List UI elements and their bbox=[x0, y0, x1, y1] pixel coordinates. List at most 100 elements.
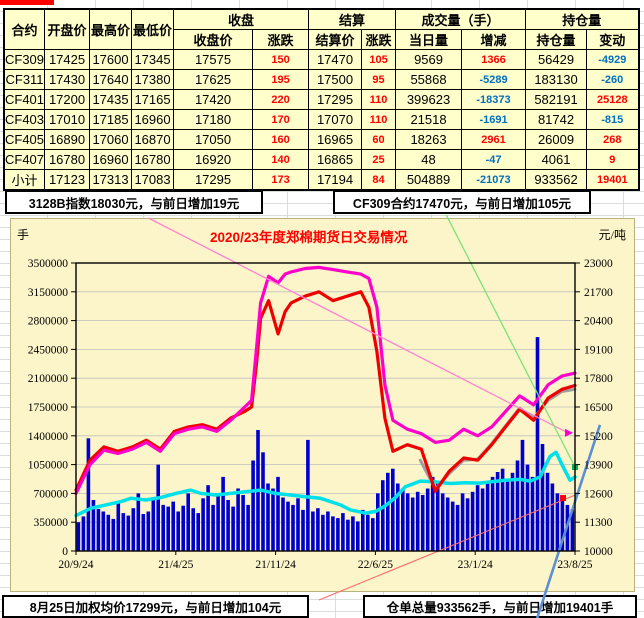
table-cell[interactable]: 17295 bbox=[308, 89, 363, 110]
table-cell[interactable]: 933562 bbox=[525, 169, 588, 191]
table-cell[interactable]: 16920 bbox=[173, 149, 254, 170]
table-cell[interactable]: 26009 bbox=[525, 129, 588, 150]
table-cell[interactable]: 17380 bbox=[131, 69, 175, 90]
table-cell[interactable]: 16780 bbox=[131, 149, 175, 170]
table-cell[interactable]: 173 bbox=[252, 169, 310, 191]
column-subheader[interactable]: 当日量 bbox=[395, 29, 463, 50]
table-cell[interactable]: 268 bbox=[586, 129, 640, 150]
column-subheader[interactable]: 持仓量 bbox=[525, 29, 588, 50]
table-cell[interactable]: 17640 bbox=[89, 69, 133, 90]
column-subheader[interactable]: 收盘价 bbox=[173, 29, 254, 50]
column-subheader[interactable]: 涨跌 bbox=[252, 29, 310, 50]
table-cell[interactable]: 56429 bbox=[525, 49, 588, 70]
table-cell[interactable]: 17060 bbox=[89, 129, 133, 150]
table-cell[interactable]: CF403 bbox=[3, 109, 46, 130]
table-cell[interactable]: 84 bbox=[361, 169, 397, 191]
warehouse-receipt-info-box[interactable]: 仓单总量933562手，与前日增加19401手 bbox=[363, 595, 637, 618]
table-cell[interactable]: CF309 bbox=[3, 49, 46, 70]
column-header[interactable]: 最低价 bbox=[131, 8, 175, 50]
table-cell[interactable]: 18263 bbox=[395, 129, 463, 150]
table-cell[interactable]: 160 bbox=[252, 129, 310, 150]
table-cell[interactable]: 9 bbox=[586, 149, 640, 170]
table-cell[interactable]: 170 bbox=[252, 109, 310, 130]
table-cell[interactable]: 16965 bbox=[308, 129, 363, 150]
table-cell[interactable]: 17200 bbox=[44, 89, 91, 110]
table-cell[interactable]: -47 bbox=[461, 149, 527, 170]
table-cell[interactable]: 504889 bbox=[395, 169, 463, 191]
table-cell[interactable]: 16865 bbox=[308, 149, 363, 170]
table-cell[interactable]: 17425 bbox=[44, 49, 91, 70]
table-cell[interactable]: 17420 bbox=[173, 89, 254, 110]
table-cell[interactable]: 17430 bbox=[44, 69, 91, 90]
table-cell[interactable]: CF407 bbox=[3, 149, 46, 170]
table-cell[interactable]: -815 bbox=[586, 109, 640, 130]
table-cell[interactable]: -4929 bbox=[586, 49, 640, 70]
table-cell[interactable]: 16960 bbox=[131, 109, 175, 130]
table-cell[interactable]: 110 bbox=[361, 109, 397, 130]
table-cell[interactable]: 60 bbox=[361, 129, 397, 150]
table-cell[interactable]: 110 bbox=[361, 89, 397, 110]
table-cell[interactable]: 17185 bbox=[89, 109, 133, 130]
table-cell[interactable]: CF311 bbox=[3, 69, 46, 90]
column-subheader[interactable]: 结算价 bbox=[308, 29, 363, 50]
table-cell[interactable]: 4061 bbox=[525, 149, 588, 170]
table-cell[interactable]: 17600 bbox=[89, 49, 133, 70]
column-header[interactable]: 收盘 bbox=[173, 8, 310, 30]
table-cell[interactable]: 17050 bbox=[173, 129, 254, 150]
table-cell[interactable]: 582191 bbox=[525, 89, 588, 110]
table-cell[interactable]: 55868 bbox=[395, 69, 463, 90]
table-cell[interactable]: 17625 bbox=[173, 69, 254, 90]
table-cell[interactable]: 105 bbox=[361, 49, 397, 70]
table-cell[interactable]: -260 bbox=[586, 69, 640, 90]
chart-area[interactable]: 2020/23年度郑棉期货日交易情况 手 元/吨 bbox=[10, 218, 635, 592]
table-cell[interactable]: 16890 bbox=[44, 129, 91, 150]
table-cell[interactable]: 140 bbox=[252, 149, 310, 170]
cf309-info-box[interactable]: CF309合约17470元，与前日增加105元 bbox=[333, 190, 591, 214]
table-cell[interactable]: -1691 bbox=[461, 109, 527, 130]
table-cell[interactable]: 17295 bbox=[173, 169, 254, 191]
weighted-price-info-box[interactable]: 8月25日加权均价17299元，与前日增加104元 bbox=[2, 595, 309, 618]
table-cell[interactable]: 17070 bbox=[308, 109, 363, 130]
table-cell[interactable]: 25 bbox=[361, 149, 397, 170]
column-subheader[interactable]: 增减 bbox=[461, 29, 527, 50]
table-cell[interactable]: 9569 bbox=[395, 49, 463, 70]
column-header[interactable]: 持仓量 bbox=[525, 8, 640, 30]
column-header[interactable]: 合约 bbox=[3, 8, 46, 50]
table-cell[interactable]: 小计 bbox=[3, 169, 46, 191]
table-cell[interactable]: 17500 bbox=[308, 69, 363, 90]
table-cell[interactable]: 17123 bbox=[44, 169, 91, 191]
table-cell[interactable]: 21518 bbox=[395, 109, 463, 130]
table-cell[interactable]: 1366 bbox=[461, 49, 527, 70]
table-cell[interactable]: CF401 bbox=[3, 89, 46, 110]
table-cell[interactable]: 16870 bbox=[131, 129, 175, 150]
table-cell[interactable]: 17165 bbox=[131, 89, 175, 110]
table-cell[interactable]: 17345 bbox=[131, 49, 175, 70]
column-header[interactable]: 成交量（手） bbox=[395, 8, 527, 30]
column-subheader[interactable]: 涨跌 bbox=[361, 29, 397, 50]
table-cell[interactable]: 2961 bbox=[461, 129, 527, 150]
table-cell[interactable]: 48 bbox=[395, 149, 463, 170]
column-header[interactable]: 结算 bbox=[308, 8, 397, 30]
table-cell[interactable]: CF405 bbox=[3, 129, 46, 150]
table-cell[interactable]: 17194 bbox=[308, 169, 363, 191]
table-cell[interactable]: 195 bbox=[252, 69, 310, 90]
column-header[interactable]: 最高价 bbox=[89, 8, 133, 50]
table-cell[interactable]: 16960 bbox=[89, 149, 133, 170]
table-cell[interactable]: 16780 bbox=[44, 149, 91, 170]
table-cell[interactable]: 17470 bbox=[308, 49, 363, 70]
table-cell[interactable]: 17083 bbox=[131, 169, 175, 191]
table-cell[interactable]: -5289 bbox=[461, 69, 527, 90]
table-cell[interactable]: 19401 bbox=[586, 169, 640, 191]
table-cell[interactable]: -18373 bbox=[461, 89, 527, 110]
table-cell[interactable]: 17010 bbox=[44, 109, 91, 130]
table-cell[interactable]: 220 bbox=[252, 89, 310, 110]
column-subheader[interactable]: 变动 bbox=[586, 29, 640, 50]
table-cell[interactable]: 183130 bbox=[525, 69, 588, 90]
index-info-box[interactable]: 3128B指数18030元，与前日增加19元 bbox=[5, 190, 263, 214]
table-cell[interactable]: 17575 bbox=[173, 49, 254, 70]
table-cell[interactable]: 81742 bbox=[525, 109, 588, 130]
table-cell[interactable]: 17313 bbox=[89, 169, 133, 191]
table-cell[interactable]: 17180 bbox=[173, 109, 254, 130]
table-cell[interactable]: 150 bbox=[252, 49, 310, 70]
column-header[interactable]: 开盘价 bbox=[44, 8, 91, 50]
